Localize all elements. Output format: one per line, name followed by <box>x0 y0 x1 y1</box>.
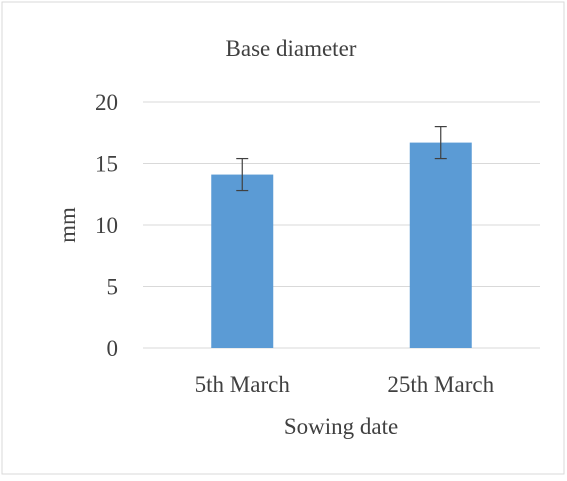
error-bar <box>434 125 447 160</box>
y-tick-label: 15 <box>95 152 118 177</box>
y-tick-label: 10 <box>95 213 118 238</box>
bars <box>211 142 472 348</box>
bar <box>211 174 274 348</box>
y-tick-label: 5 <box>107 275 119 300</box>
error-bar <box>236 157 249 192</box>
gridlines <box>143 101 540 349</box>
y-tick-labels: 0 5 10 15 20 <box>95 90 118 361</box>
x-tick-labels: 5th March 25th March <box>195 372 495 397</box>
chart-title: Base diameter <box>226 36 357 61</box>
x-tick-label: 25th March <box>387 372 494 397</box>
error-bars <box>236 125 447 192</box>
bar <box>409 142 472 348</box>
y-tick-label: 0 <box>107 336 119 361</box>
x-tick-label: 5th March <box>195 372 291 397</box>
x-axis-label: Sowing date <box>284 414 398 439</box>
y-tick-label: 20 <box>95 90 118 115</box>
y-axis-label: mm <box>55 207 80 243</box>
